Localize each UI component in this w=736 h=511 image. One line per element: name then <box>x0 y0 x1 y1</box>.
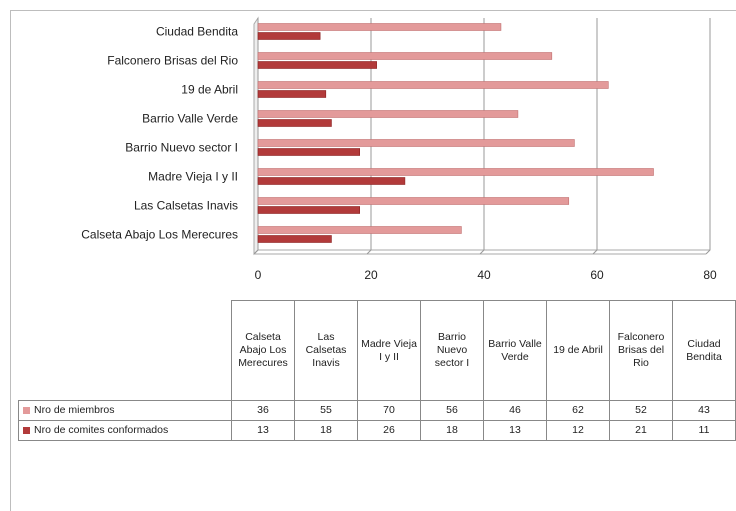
table-value: 13 <box>483 420 547 441</box>
bar <box>257 90 327 98</box>
table-header: Las Calsetas Inavis <box>294 300 358 401</box>
table-value: 21 <box>609 420 673 441</box>
table-value: 46 <box>483 400 547 421</box>
legend-label: Nro de comites conformados <box>34 424 169 436</box>
x-tick-label: 40 <box>477 268 491 282</box>
table-value: 18 <box>420 420 484 441</box>
y-tick-label: Madre Vieja I y II <box>148 170 238 184</box>
table-value: 56 <box>420 400 484 421</box>
x-tick-label: 0 <box>255 268 262 282</box>
y-tick-label: Barrio Valle Verde <box>142 112 238 126</box>
table-value: 62 <box>546 400 610 421</box>
plot-wall <box>253 16 259 256</box>
table-value: 55 <box>294 400 358 421</box>
legend-entry: Nro de miembros <box>18 400 232 421</box>
y-tick-label: Las Calsetas Inavis <box>134 199 238 213</box>
legend-swatch <box>23 427 30 434</box>
table-value: 18 <box>294 420 358 441</box>
x-tick-label: 60 <box>590 268 604 282</box>
table-value: 36 <box>231 400 295 421</box>
legend-swatch <box>23 407 30 414</box>
x-tick-label: 20 <box>364 268 378 282</box>
legend-label: Nro de miembros <box>34 404 115 416</box>
table-header: Falconero Brisas del Rio <box>609 300 673 401</box>
bar <box>257 139 575 147</box>
table-header: Barrio Nuevo sector I <box>420 300 484 401</box>
bar <box>257 110 519 118</box>
table-header: Barrio Valle Verde <box>483 300 547 401</box>
bar <box>257 148 360 156</box>
bar <box>257 32 321 40</box>
table-header: Madre Vieja I y II <box>357 300 421 401</box>
legend-entry: Nro de comites conformados <box>18 420 232 441</box>
y-tick-label: Calseta Abajo Los Merecures <box>81 228 238 242</box>
table-header: Ciudad Bendita <box>672 300 736 401</box>
bar <box>257 61 377 69</box>
bar <box>257 168 654 176</box>
table-value: 12 <box>546 420 610 441</box>
bar <box>257 52 553 60</box>
bar <box>257 177 406 185</box>
table-value: 43 <box>672 400 736 421</box>
table-value: 52 <box>609 400 673 421</box>
grid-line <box>366 18 372 255</box>
grid-line <box>705 18 711 255</box>
bar <box>257 226 462 234</box>
table-header: 19 de Abril <box>546 300 610 401</box>
y-tick-label: Ciudad Bendita <box>156 25 238 39</box>
table-value: 26 <box>357 420 421 441</box>
y-tick-label: Barrio Nuevo sector I <box>125 141 238 155</box>
table-header: Calseta Abajo Los Merecures <box>231 300 295 401</box>
y-tick-label: Falconero Brisas del Rio <box>107 54 238 68</box>
y-tick-label: 19 de Abril <box>181 83 238 97</box>
bar <box>257 119 332 127</box>
bar <box>257 197 570 205</box>
grid-line <box>592 18 598 255</box>
bar <box>257 81 609 89</box>
chart-frame <box>10 10 736 511</box>
bar <box>257 235 332 243</box>
bar <box>257 23 502 31</box>
table-value: 70 <box>357 400 421 421</box>
table-value: 13 <box>231 420 295 441</box>
grid-line <box>479 18 485 255</box>
bar <box>257 206 360 214</box>
x-tick-label: 80 <box>703 268 717 282</box>
table-value: 11 <box>672 420 736 441</box>
